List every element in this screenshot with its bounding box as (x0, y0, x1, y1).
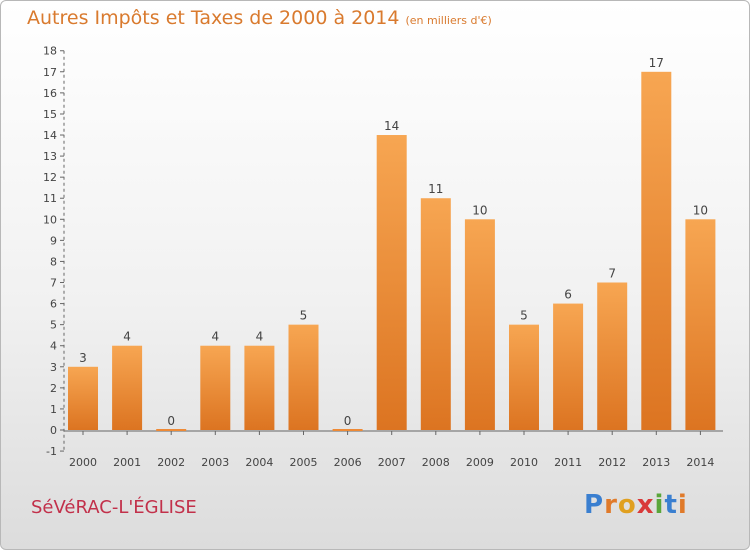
chart-title: Autres Impôts et Taxes de 2000 à 2014 (en… (27, 7, 492, 29)
bar (420, 198, 451, 430)
logo-letter: o (617, 490, 637, 520)
title-unit: (en milliers d'€) (405, 14, 492, 27)
y-tick-label: 17 (43, 66, 57, 79)
bar (509, 324, 539, 430)
proxiti-logo: Proxiti (584, 490, 688, 520)
y-tick-label: 3 (50, 361, 57, 374)
y-tick-label: 5 (50, 319, 57, 332)
logo-letter: t (664, 490, 678, 520)
bar-value-label: 0 (167, 414, 175, 428)
bar-value-label: 14 (384, 119, 399, 133)
x-tick-label: 2014 (686, 456, 714, 469)
y-tick-label: 15 (43, 108, 57, 121)
bar (685, 219, 716, 430)
x-tick-label: 2013 (642, 456, 670, 469)
x-tick-label: 2012 (598, 456, 626, 469)
bar (200, 345, 231, 430)
y-tick-label: 11 (43, 192, 57, 205)
bar-value-label: 10 (693, 203, 708, 217)
y-tick-label: 8 (50, 255, 57, 268)
logo-letter: P (584, 490, 605, 520)
y-tick-label: 4 (50, 340, 57, 353)
bar-value-label: 10 (472, 203, 487, 217)
bar (641, 71, 672, 430)
bar-value-label: 0 (344, 414, 352, 428)
x-tick-label: 2006 (334, 456, 362, 469)
y-tick-label: 0 (50, 424, 57, 437)
bar-value-label: 17 (649, 56, 664, 70)
y-tick-label: 16 (43, 87, 57, 100)
x-tick-label: 2011 (554, 456, 582, 469)
bar (288, 324, 319, 430)
x-tick-label: 2008 (422, 456, 450, 469)
bar-value-label: 5 (300, 309, 308, 323)
bar (553, 303, 584, 430)
bar (244, 345, 275, 430)
y-tick-label: 10 (43, 213, 57, 226)
logo-letter: i (677, 490, 688, 520)
x-tick-label: 2010 (510, 456, 538, 469)
x-tick-label: 2009 (466, 456, 494, 469)
bar (68, 366, 98, 430)
logo-letter: r (604, 490, 618, 520)
y-tick-label: 14 (43, 129, 57, 142)
bar-value-label: 3 (79, 351, 87, 365)
y-tick-label: 7 (50, 277, 57, 290)
x-tick-label: 2002 (157, 456, 185, 469)
y-tick-label: 18 (43, 45, 57, 58)
x-tick-label: 2007 (378, 456, 406, 469)
bar (464, 219, 495, 430)
y-tick-label: 6 (50, 298, 57, 311)
bar-value-label: 6 (564, 288, 572, 302)
bar-value-label: 5 (520, 309, 528, 323)
y-tick-label: 2 (50, 382, 57, 395)
bar (597, 282, 628, 430)
y-tick-label: 13 (43, 150, 57, 163)
bar (376, 135, 407, 430)
bar-value-label: 4 (256, 330, 264, 344)
y-tick-label: -1 (46, 445, 57, 458)
logo-letter: i (654, 490, 665, 520)
bar-value-label: 11 (428, 182, 443, 196)
y-tick-label: 12 (43, 171, 57, 184)
y-tick-label: 1 (50, 403, 57, 416)
title-text: Autres Impôts et Taxes de 2000 à 2014 (27, 7, 400, 29)
logo-letter: x (636, 490, 655, 520)
x-tick-label: 2003 (201, 456, 229, 469)
x-tick-label: 2005 (290, 456, 318, 469)
bar-value-label: 4 (211, 330, 219, 344)
bar-value-label: 7 (608, 267, 616, 281)
y-tick-label: 9 (50, 234, 57, 247)
commune-name: SéVéRAC-L'ÉGLISE (31, 497, 197, 518)
bar (112, 345, 143, 430)
x-tick-label: 2004 (245, 456, 273, 469)
x-tick-label: 2001 (113, 456, 141, 469)
x-tick-label: 2000 (69, 456, 97, 469)
bar-value-label: 4 (123, 330, 131, 344)
